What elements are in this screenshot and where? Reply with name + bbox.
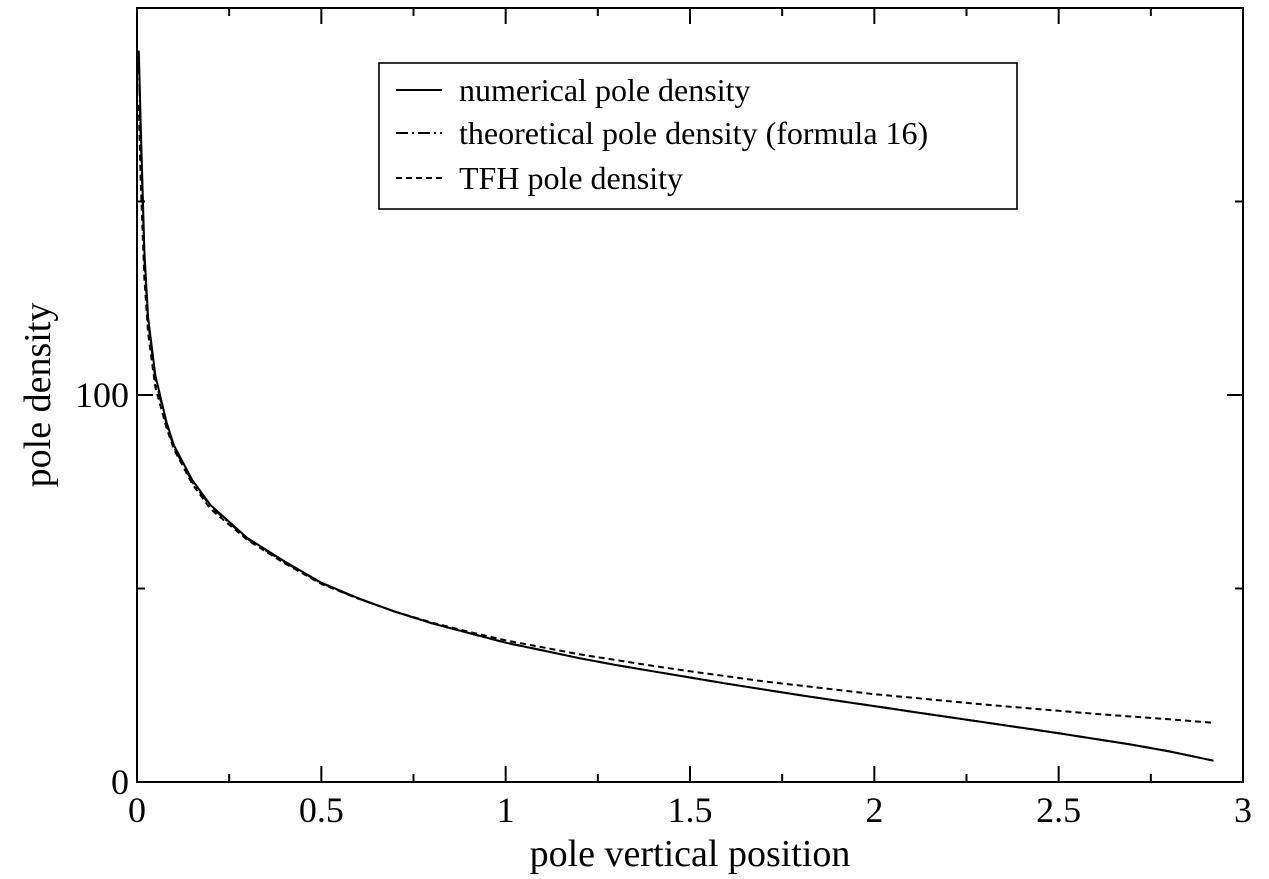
x-tick-label: 2 <box>865 790 883 830</box>
legend-label-numerical: numerical pole density <box>459 72 750 108</box>
x-tick-label: 2.5 <box>1036 790 1081 830</box>
legend-label-theoretical: theoretical pole density (formula 16) <box>459 115 928 151</box>
legend: numerical pole density theoretical pole … <box>378 62 1018 210</box>
legend-box <box>378 62 1018 210</box>
y-tick-label: 100 <box>75 375 129 415</box>
x-axis-title: pole vertical position <box>530 833 851 875</box>
legend-label-tfh: TFH pole density <box>459 160 683 196</box>
x-tick-label: 0 <box>128 790 146 830</box>
y-tick-label: 0 <box>111 762 129 802</box>
tick-labels: 0 0.5 1 1.5 2 2.5 3 0 100 <box>75 375 1252 830</box>
x-tick-label: 1.5 <box>668 790 713 830</box>
minor-ticks <box>137 8 1243 782</box>
x-tick-label: 3 <box>1234 790 1252 830</box>
y-axis-title: pole density <box>17 303 59 488</box>
series-lines <box>137 50 1214 762</box>
major-ticks <box>136 8 1244 783</box>
series-tfh <box>137 104 1214 724</box>
x-tick-label: 0.5 <box>299 790 344 830</box>
x-tick-label: 1 <box>497 790 515 830</box>
